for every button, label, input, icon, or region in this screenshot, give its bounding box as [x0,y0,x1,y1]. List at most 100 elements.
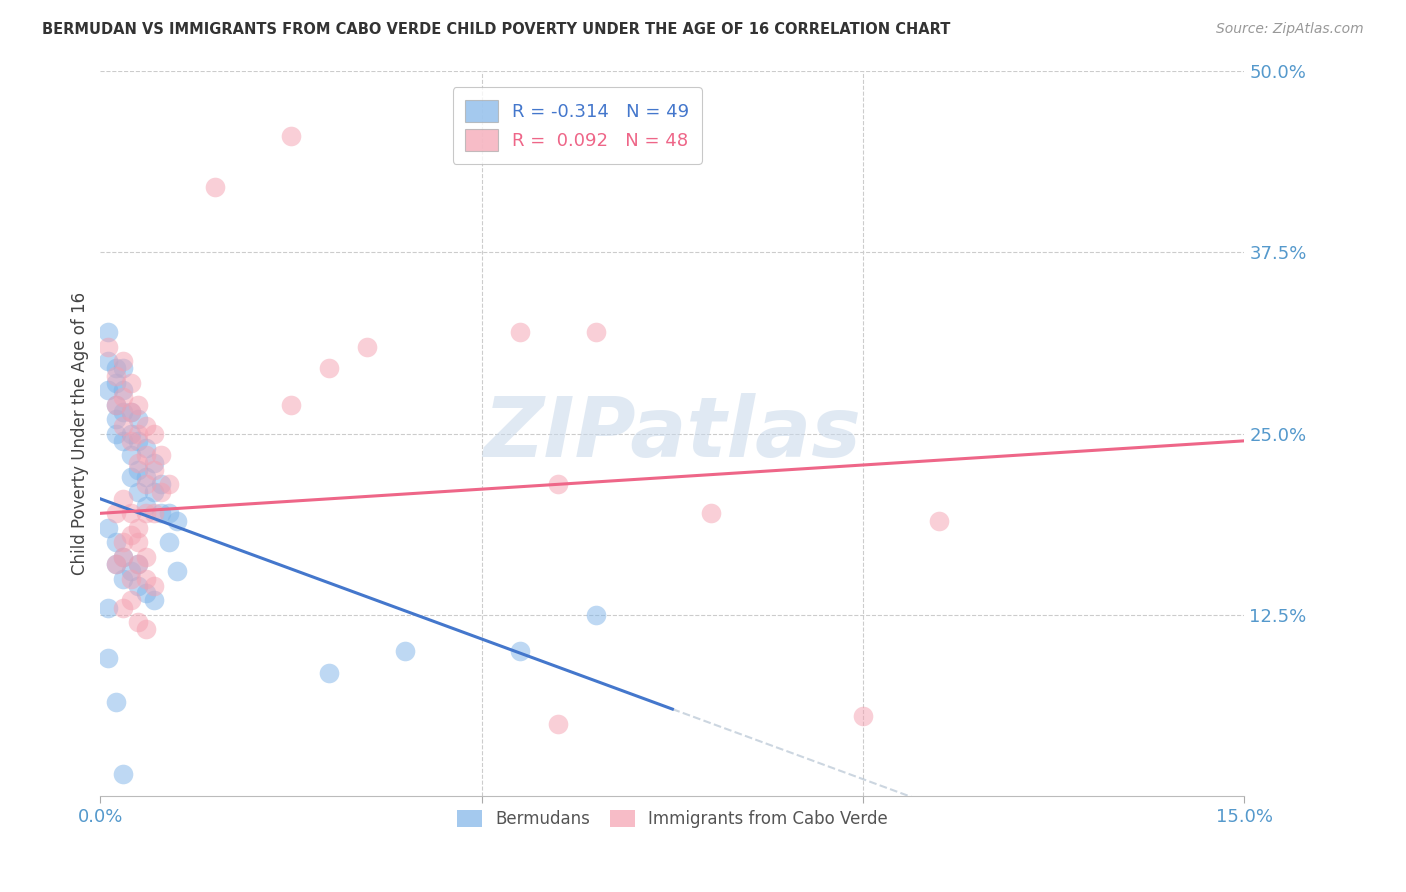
Point [585,325,607,339]
Point [142,593,165,607]
Point [112,549,135,564]
Point [97,340,120,354]
Point [204,180,226,194]
Point [127,434,149,448]
Point [127,398,149,412]
Y-axis label: Child Poverty Under the Age of 16: Child Poverty Under the Age of 16 [72,292,89,575]
Point [112,390,135,404]
Point [127,463,149,477]
Point [112,434,135,448]
Point [142,463,165,477]
Point [135,506,157,520]
Point [97,521,120,535]
Text: BERMUDAN VS IMMIGRANTS FROM CABO VERDE CHILD POVERTY UNDER THE AGE OF 16 CORRELA: BERMUDAN VS IMMIGRANTS FROM CABO VERDE C… [42,22,950,37]
Point [127,615,149,629]
Point [135,499,157,513]
Point [112,354,135,368]
Point [120,405,142,419]
Point [97,383,120,397]
Point [157,506,180,520]
Point [928,514,950,528]
Point [127,426,149,441]
Point [112,405,135,419]
Point [127,557,149,571]
Point [112,491,135,506]
Point [104,557,127,571]
Text: ZIPatlas: ZIPatlas [484,393,862,474]
Point [150,448,173,462]
Point [509,325,531,339]
Point [112,767,135,781]
Point [104,412,127,426]
Point [120,572,142,586]
Point [112,383,135,397]
Point [127,579,149,593]
Point [120,528,142,542]
Legend: Bermudans, Immigrants from Cabo Verde: Bermudans, Immigrants from Cabo Verde [450,804,894,835]
Point [120,405,142,419]
Point [120,448,142,462]
Point [135,419,157,434]
Point [142,426,165,441]
Point [142,456,165,470]
Point [135,477,157,491]
Point [97,354,120,368]
Point [127,521,149,535]
Point [112,549,135,564]
Point [104,695,127,709]
Point [547,716,569,731]
Point [104,398,127,412]
Point [135,441,157,455]
Point [97,651,120,665]
Point [104,368,127,383]
Point [699,506,721,520]
Point [127,535,149,549]
Point [104,557,127,571]
Point [166,514,188,528]
Point [127,557,149,571]
Point [166,565,188,579]
Point [394,644,416,658]
Point [97,325,120,339]
Point [585,607,607,622]
Point [112,535,135,549]
Point [120,593,142,607]
Point [135,586,157,600]
Point [356,340,378,354]
Point [112,419,135,434]
Point [120,565,142,579]
Point [142,484,165,499]
Point [104,426,127,441]
Point [104,506,127,520]
Point [127,412,149,426]
Point [120,426,142,441]
Point [127,456,149,470]
Point [135,470,157,484]
Point [142,579,165,593]
Point [112,572,135,586]
Point [150,506,173,520]
Point [547,477,569,491]
Point [150,484,173,499]
Point [104,361,127,376]
Point [157,535,180,549]
Point [120,470,142,484]
Point [112,361,135,376]
Point [318,361,340,376]
Point [280,398,302,412]
Point [104,398,127,412]
Point [127,484,149,499]
Point [157,477,180,491]
Point [120,506,142,520]
Point [97,600,120,615]
Text: Source: ZipAtlas.com: Source: ZipAtlas.com [1216,22,1364,37]
Point [135,572,157,586]
Point [120,434,142,448]
Point [112,600,135,615]
Point [150,477,173,491]
Point [318,665,340,680]
Point [135,549,157,564]
Point [104,376,127,390]
Point [852,709,875,723]
Point [280,129,302,144]
